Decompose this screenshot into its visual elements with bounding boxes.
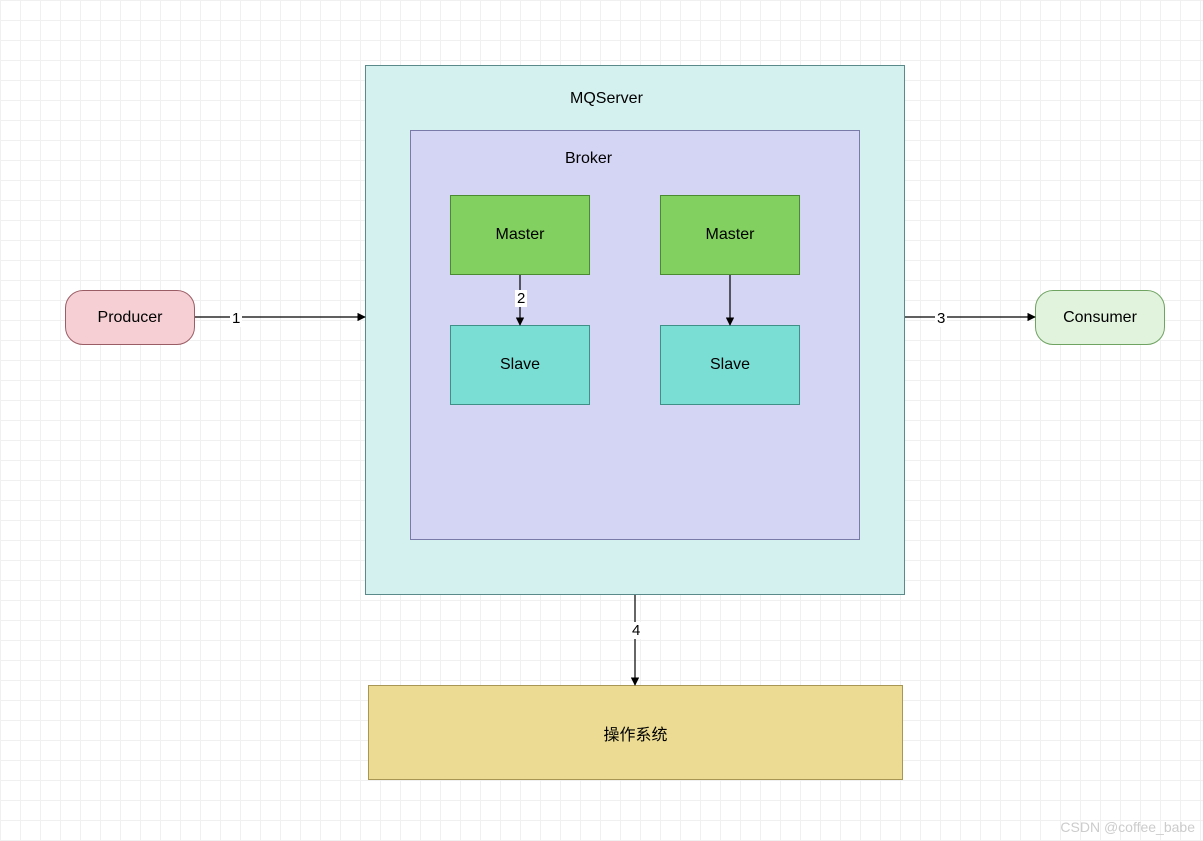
edge-label-3: 3 <box>935 310 947 327</box>
os-box: 操作系统 <box>368 685 903 780</box>
mqserver-label: MQServer <box>570 90 643 108</box>
master-box-2: Master <box>660 195 800 275</box>
master-label-2: Master <box>706 226 755 244</box>
broker-label: Broker <box>565 150 612 168</box>
slave-box-1: Slave <box>450 325 590 405</box>
slave-label-2: Slave <box>710 356 750 374</box>
slave-label-1: Slave <box>500 356 540 374</box>
master-box-1: Master <box>450 195 590 275</box>
consumer-box: Consumer <box>1035 290 1165 345</box>
os-label: 操作系统 <box>603 721 667 745</box>
edge-label-1: 1 <box>230 310 242 327</box>
watermark: CSDN @coffee_babe <box>1060 819 1195 835</box>
edge-label-4: 4 <box>630 622 642 639</box>
consumer-label: Consumer <box>1063 309 1137 327</box>
producer-label: Producer <box>98 309 163 327</box>
producer-box: Producer <box>65 290 195 345</box>
slave-box-2: Slave <box>660 325 800 405</box>
master-label-1: Master <box>496 226 545 244</box>
edge-label-2: 2 <box>515 290 527 307</box>
